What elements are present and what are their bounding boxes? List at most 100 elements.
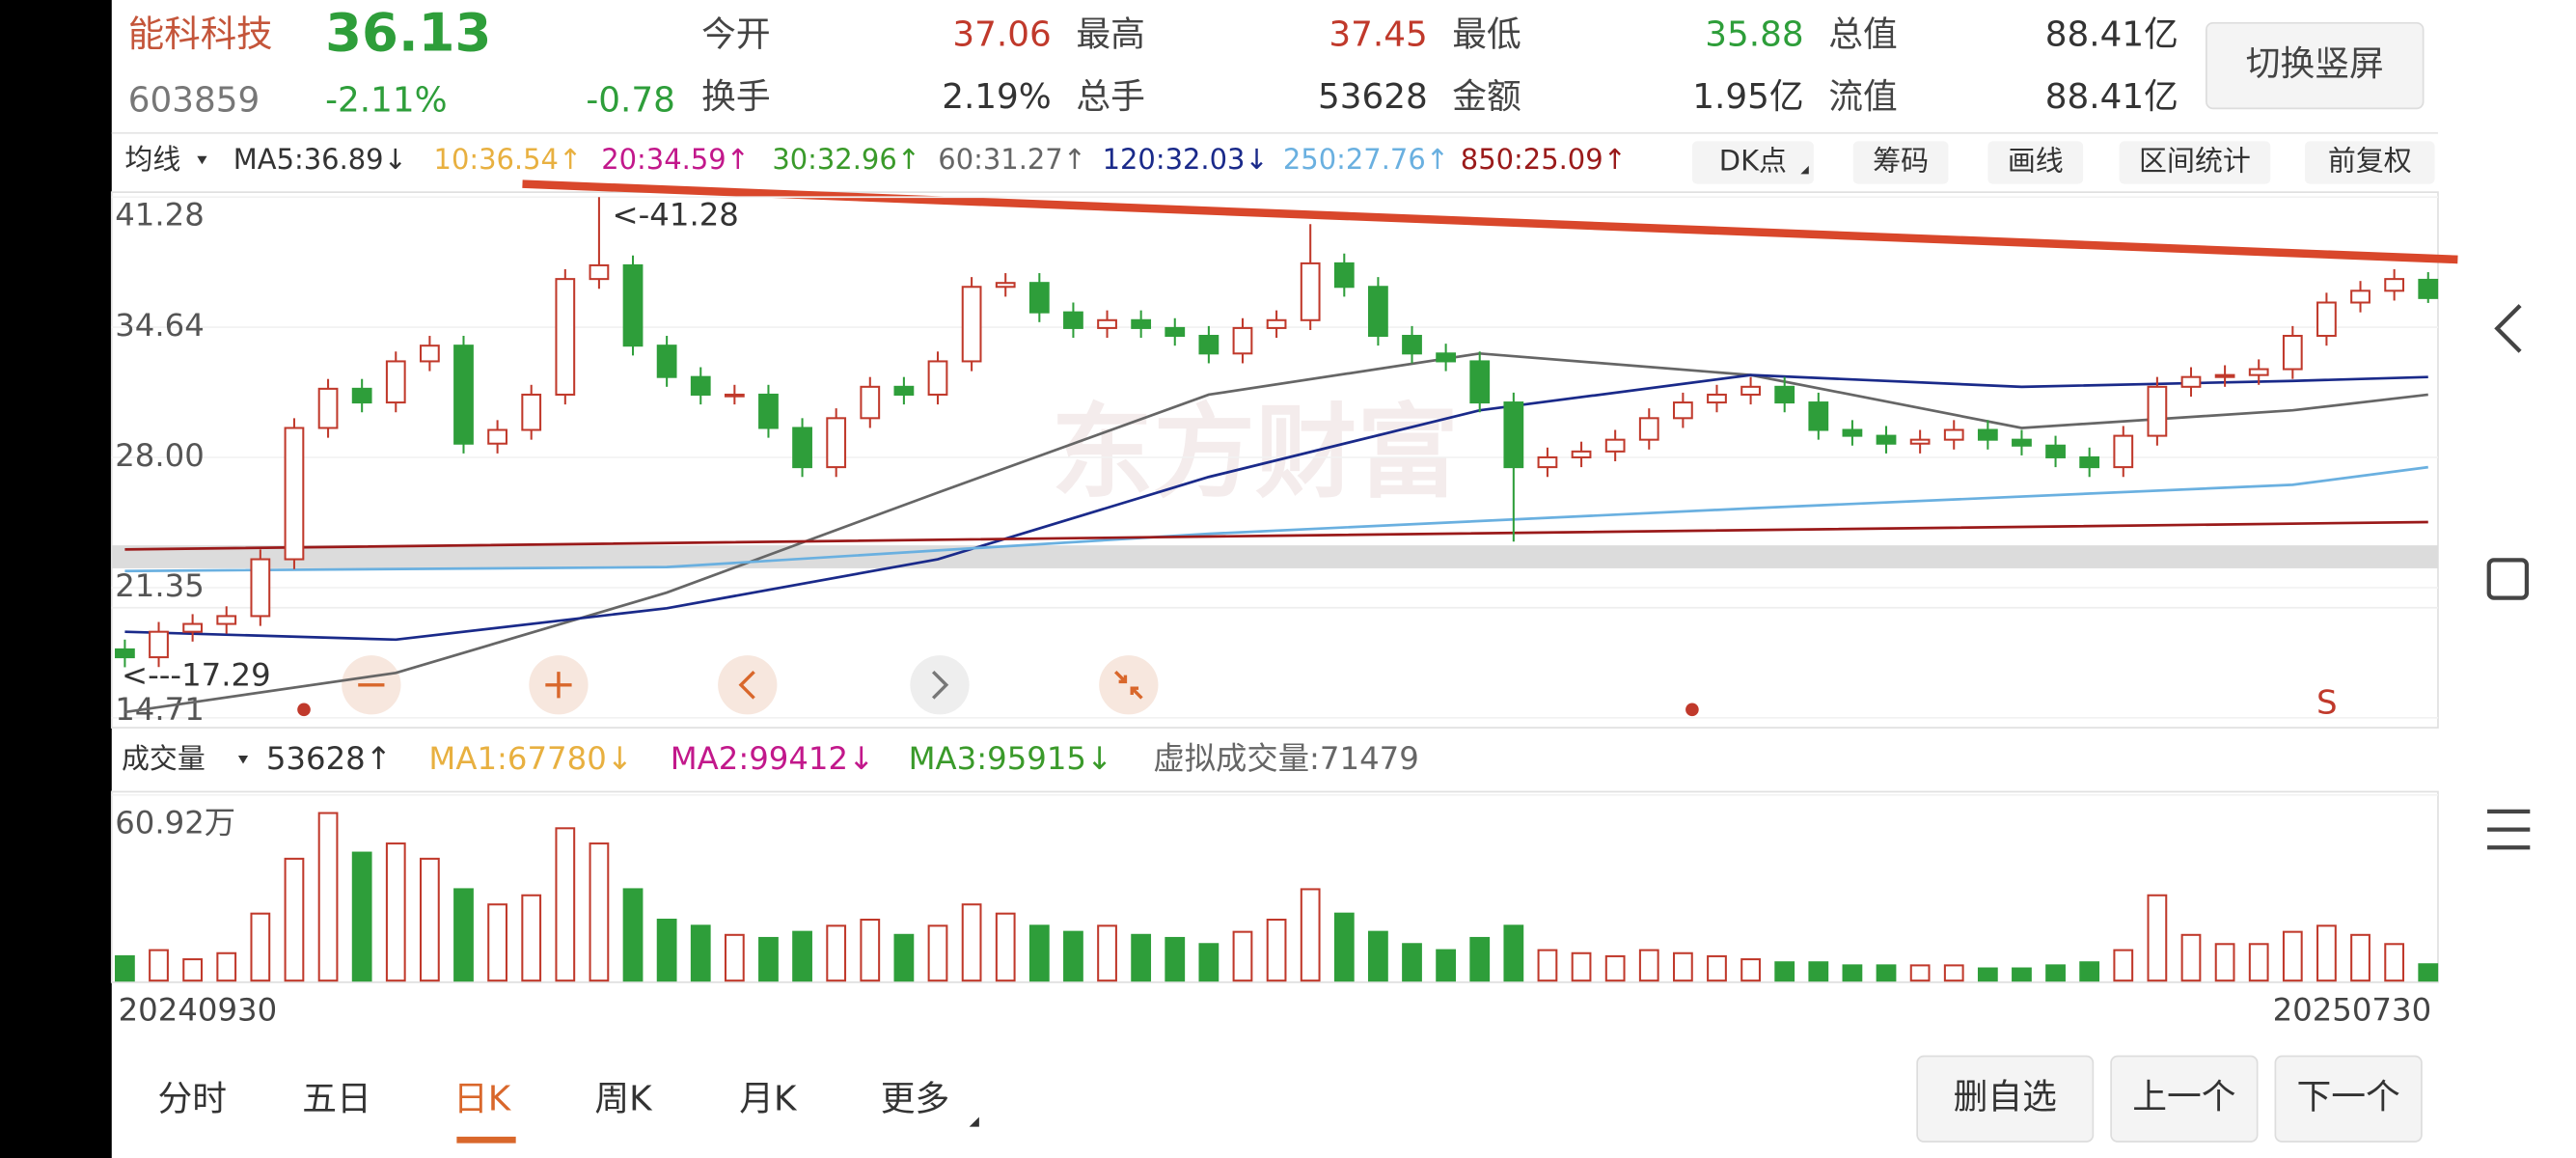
price: 36.13 — [325, 2, 491, 64]
candle-body — [792, 427, 812, 469]
tool-button[interactable] — [1852, 141, 1949, 184]
volume-selector[interactable]: 成交量 — [122, 742, 206, 775]
volume-bar — [961, 903, 982, 982]
next[interactable] — [910, 655, 970, 715]
switch-button[interactable] — [2206, 21, 2425, 110]
stat-value: 88.41亿 — [2045, 77, 2179, 117]
volume-bar — [1300, 888, 1321, 982]
candle-body — [1571, 450, 1592, 458]
candle-body — [2113, 434, 2134, 469]
volume-bar — [893, 933, 915, 982]
volume-bar — [2282, 930, 2303, 982]
volume-bar — [182, 958, 204, 982]
button-label[interactable]: 删自选 — [1954, 1078, 2057, 1117]
candle-body — [487, 428, 507, 445]
switch-button-label[interactable]: 切换竖屏 — [2246, 44, 2384, 84]
candle-body — [2248, 368, 2269, 376]
candle-body — [1131, 318, 1152, 329]
volume-bar — [1198, 943, 1219, 982]
volume-ma: MA2:99412↓ — [671, 740, 874, 777]
tool-label[interactable]: 区间统计 — [2139, 145, 2251, 178]
tool-button[interactable] — [2305, 141, 2435, 184]
candle-body — [2045, 444, 2066, 458]
tab[interactable]: 五日 — [302, 1079, 371, 1118]
low-annotation: <---17.29 — [122, 657, 271, 694]
volume-bar — [1638, 949, 1659, 982]
candle-body — [1198, 335, 1219, 355]
volume-bar — [927, 924, 948, 982]
ma-line — [124, 520, 2428, 551]
tool-button[interactable] — [2119, 141, 2271, 184]
volume-bar — [2045, 964, 2066, 982]
tool-button[interactable] — [1691, 141, 1814, 184]
shrink[interactable] — [1099, 655, 1159, 715]
volume-bar — [385, 842, 406, 982]
candle-body — [1537, 455, 1558, 469]
candle-body — [2350, 290, 2370, 304]
volume-bar — [1469, 936, 1491, 982]
volume-bar — [2350, 933, 2370, 982]
tool-button[interactable] — [1987, 141, 2084, 184]
volume-bar — [317, 812, 339, 982]
candle-body — [893, 385, 915, 396]
tab[interactable]: 更多 — [881, 1079, 950, 1118]
tab[interactable]: 月K — [739, 1079, 798, 1118]
candle-body — [1604, 438, 1626, 453]
button[interactable] — [2110, 1055, 2259, 1143]
button-label[interactable]: 上一个 — [2132, 1078, 2235, 1117]
ma-value: 250:27.76↑ — [1283, 143, 1449, 176]
stat-label: 换手 — [701, 77, 771, 117]
ma-selector[interactable]: 均线 — [124, 143, 180, 176]
stat-value: 53628 — [1318, 77, 1428, 117]
candle-body — [385, 360, 406, 404]
prev[interactable] — [718, 655, 778, 715]
tab[interactable]: 分时 — [157, 1079, 227, 1118]
volume-bar — [2113, 949, 2134, 982]
candle-body — [1436, 352, 1457, 363]
start-date: 20240930 — [119, 992, 278, 1029]
ma-value: 60:31.27↑ — [938, 143, 1086, 176]
dot — [297, 703, 311, 717]
watermark: 东方财富 — [1052, 393, 1459, 511]
volume-bar — [860, 919, 881, 982]
tool-label[interactable]: 画线 — [2008, 145, 2064, 178]
end-date: 20250730 — [2273, 992, 2432, 1029]
stat-value: 88.41亿 — [2045, 14, 2179, 54]
stat-label: 今开 — [701, 14, 771, 54]
volume-bar — [1707, 954, 1727, 982]
volume-bar — [1131, 933, 1152, 982]
band — [111, 545, 2438, 568]
volume-bar — [1266, 919, 1287, 982]
volume-bar — [250, 912, 271, 982]
stat-value: 37.45 — [1329, 14, 1427, 54]
volume-bar — [1943, 964, 1964, 982]
code: 603859 — [128, 81, 260, 121]
volume-bar — [453, 888, 474, 982]
candle-body — [1232, 326, 1253, 355]
button[interactable] — [1916, 1055, 2095, 1143]
candle-body — [2079, 455, 2100, 469]
button-label[interactable]: 下一个 — [2297, 1078, 2400, 1117]
tool-label[interactable]: 筹码 — [1873, 145, 1929, 178]
tool-label[interactable]: DK点 — [1719, 145, 1787, 178]
candle-body — [1876, 434, 1897, 445]
menu-icon[interactable] — [2487, 809, 2531, 850]
candle-body — [1300, 262, 1321, 321]
candle-body — [1808, 401, 1829, 431]
tab[interactable]: 日K — [453, 1079, 512, 1118]
volume-bar — [1977, 967, 1998, 982]
button[interactable] — [2274, 1055, 2423, 1143]
stat-label: 总手 — [1076, 77, 1145, 117]
back-icon[interactable] — [2494, 304, 2522, 353]
candle-body — [419, 345, 440, 363]
home-icon[interactable] — [2486, 558, 2530, 600]
candle-body — [216, 615, 237, 625]
tool-label[interactable]: 前复权 — [2328, 145, 2412, 178]
tab[interactable]: 周K — [594, 1079, 653, 1118]
volume-bar — [1571, 951, 1592, 982]
trend-line — [522, 179, 2458, 264]
ma-value: 20:34.59↑ — [601, 143, 750, 176]
candle-body — [589, 263, 610, 281]
dropdown-icon — [237, 755, 249, 764]
